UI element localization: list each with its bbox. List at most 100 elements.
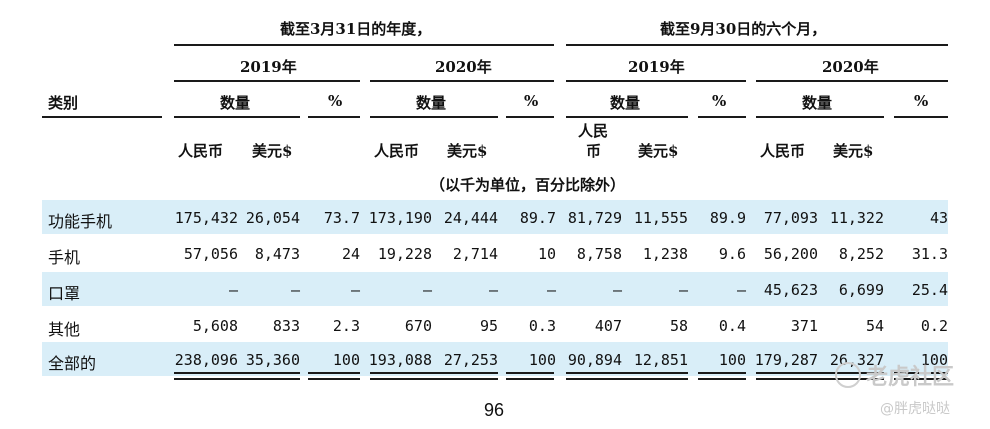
table-cell: 24,444: [443, 209, 498, 227]
table-cell: 89.7: [519, 209, 556, 227]
table-cell: –: [228, 281, 238, 299]
table-cell: 54: [865, 317, 884, 335]
table-cell: 0.4: [718, 317, 746, 335]
table-cell: 0.3: [528, 317, 556, 335]
divider: [756, 80, 948, 82]
divider: [308, 116, 360, 118]
watermark-sub: @胖虎哒哒: [880, 401, 950, 417]
percent-header: %: [524, 92, 539, 110]
divider: [894, 116, 948, 118]
table-cell: 81,729: [567, 209, 622, 227]
row-highlight: [42, 200, 948, 234]
table-cell: –: [546, 281, 556, 299]
quantity-header: 数量: [416, 94, 447, 112]
row-highlight: [42, 342, 948, 376]
table-cell: –: [612, 281, 622, 299]
total-underline: [370, 372, 498, 380]
table-cell: 31.3: [911, 245, 948, 263]
table-cell: 73.7: [323, 209, 360, 227]
table-cell: –: [350, 281, 360, 299]
table-cell: 19,228: [377, 245, 432, 263]
table-cell: 833: [272, 317, 300, 335]
table-cell: 95: [479, 317, 498, 335]
table-cell: 100: [920, 351, 948, 369]
usd-header: 美元$: [252, 142, 293, 160]
table-cell: 6,699: [838, 281, 884, 299]
row-category: 手机: [48, 248, 81, 267]
divider: [370, 116, 498, 118]
divider: [566, 80, 746, 82]
table-cell: 90,894: [567, 351, 622, 369]
quantity-header: 数量: [802, 94, 833, 112]
year-header: 2020年: [435, 58, 492, 76]
usd-header: 美元$: [447, 142, 488, 160]
table-cell: 56,200: [763, 245, 818, 263]
unit-note: （以千为单位，百分比除外）: [430, 176, 626, 194]
row-category: 全部的: [48, 354, 97, 373]
table-cell: 58: [669, 317, 688, 335]
divider: [756, 116, 884, 118]
table-cell: 12,851: [633, 351, 688, 369]
table-cell: 24: [341, 245, 360, 263]
table-cell: 9.6: [718, 245, 746, 263]
table-cell: 45,623: [763, 281, 818, 299]
year-header: 2019年: [628, 58, 685, 76]
total-underline: [506, 372, 554, 380]
row-category: 其他: [48, 320, 81, 339]
table-cell: 11,322: [829, 209, 884, 227]
usd-header: 美元$: [833, 142, 874, 160]
percent-header: %: [914, 92, 929, 110]
row-category: 口罩: [48, 284, 81, 303]
table-cell: 11,555: [633, 209, 688, 227]
table-cell: 238,096: [174, 351, 238, 369]
table-cell: 57,056: [183, 245, 238, 263]
table-cell: 2.3: [332, 317, 360, 335]
rmb-header: 人民币: [760, 142, 806, 160]
table-cell: –: [678, 281, 688, 299]
table-cell: 8,473: [254, 245, 300, 263]
quantity-header: 数量: [610, 94, 641, 112]
table-cell: 179,287: [754, 351, 818, 369]
table-cell: 2,714: [452, 245, 498, 263]
year-header: 2019年: [240, 58, 297, 76]
percent-header: %: [712, 92, 727, 110]
total-underline: [756, 372, 884, 380]
category-header: 类别: [48, 94, 79, 112]
table-cell: 407: [594, 317, 622, 335]
table-cell: 27,253: [443, 351, 498, 369]
table-cell: 175,432: [174, 209, 238, 227]
rmb-header: 人民币: [374, 142, 420, 160]
divider: [698, 116, 746, 118]
table-cell: 1,238: [642, 245, 688, 263]
total-underline: [566, 372, 688, 380]
divider: [506, 116, 554, 118]
six-month-title: 截至9月30日的六个月，: [660, 20, 827, 38]
table-cell: 100: [718, 351, 746, 369]
row-highlight: [42, 272, 948, 306]
table-cell: –: [488, 281, 498, 299]
table-cell: 26,054: [245, 209, 300, 227]
table-cell: –: [422, 281, 432, 299]
rmb-header-line2: 币: [586, 142, 602, 160]
row-category: 功能手机: [48, 212, 113, 231]
table-cell: 25.4: [911, 281, 948, 299]
total-underline: [698, 372, 746, 380]
table-cell: 8,252: [838, 245, 884, 263]
table-cell: 43: [929, 209, 948, 227]
divider: [42, 116, 162, 118]
usd-header: 美元$: [638, 142, 679, 160]
divider: [566, 116, 688, 118]
percent-header: %: [328, 92, 343, 110]
watermark-main: 老虎社区: [866, 365, 955, 390]
total-underline: [174, 372, 300, 380]
table-cell: 8,758: [576, 245, 622, 263]
table-cell: 0.2: [920, 317, 948, 335]
table-cell: 5,608: [192, 317, 238, 335]
page-number: 96: [484, 400, 505, 420]
total-underline: [894, 372, 948, 380]
divider: [174, 80, 360, 82]
table-cell: 100: [528, 351, 556, 369]
table-cell: 100: [332, 351, 360, 369]
divider: [174, 44, 554, 46]
table-cell: 35,360: [245, 351, 300, 369]
